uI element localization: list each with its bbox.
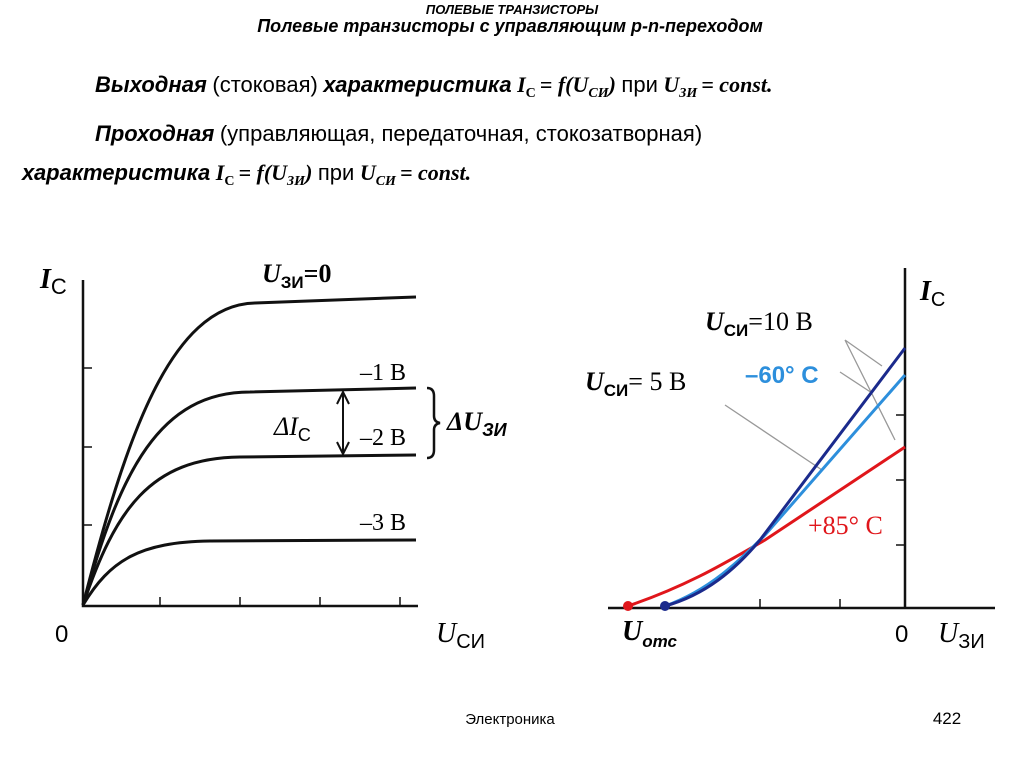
origin-label: 0 <box>895 621 908 648</box>
formula: = const. <box>701 72 772 97</box>
word: при <box>318 160 354 185</box>
formula: ) <box>303 160 312 185</box>
axis-label: I <box>39 264 52 295</box>
curve <box>81 386 417 606</box>
delta-label: ΔI <box>273 412 299 441</box>
curve-label: UСИ=10 В <box>705 307 813 340</box>
page-number: 422 <box>933 709 961 728</box>
term: характеристика <box>21 160 210 185</box>
axis-label: UСИ <box>436 618 485 653</box>
brace <box>426 386 441 460</box>
formula: C <box>224 174 234 189</box>
formula: C <box>526 86 536 101</box>
temp-label: –60° С <box>745 362 819 389</box>
title: Полевые транзисторы с управляющим p-n-пе… <box>257 16 763 36</box>
axis-label: C <box>931 289 945 311</box>
note: (управляющая, передаточная, стокозатворн… <box>220 121 702 146</box>
curve-label: ЗИ <box>281 273 304 292</box>
curve <box>81 295 417 606</box>
axis-label: U <box>938 618 960 649</box>
axes <box>81 280 418 608</box>
output-plot: IC 0 UСИ UЗИ=0 –1 В –2 В –3 В ΔIC ΔUЗИ <box>39 259 508 653</box>
axis-label: отс <box>642 632 677 651</box>
formula: СИ <box>588 86 609 101</box>
curve-label: = 5 В <box>628 367 686 396</box>
temp-label: +85° С <box>808 511 883 540</box>
axis-label: C <box>51 274 67 299</box>
output-definition: Выходная (стоковая) характеристика IC = f… <box>95 72 772 101</box>
delta-label: ΔIC <box>273 412 311 445</box>
curve-label: СИ <box>724 321 749 340</box>
term: характеристика <box>322 72 511 97</box>
term: Проходная <box>95 121 214 146</box>
delta-label: C <box>298 425 311 445</box>
formula: I <box>516 72 527 97</box>
curve <box>81 538 417 606</box>
formula: ) <box>607 72 616 97</box>
formula: ЗИ <box>286 174 306 189</box>
curve-10v <box>664 347 907 608</box>
term: Выходная <box>95 72 207 97</box>
leader-lines <box>724 339 896 471</box>
axis-label: I <box>919 276 932 307</box>
axis-label: СИ <box>456 631 485 653</box>
formula: СИ <box>376 174 397 189</box>
footer-subject: Электроника <box>465 711 555 728</box>
curve-label: U <box>705 307 725 336</box>
arrow-heads <box>336 389 350 457</box>
delta-label: ЗИ <box>482 420 508 440</box>
curve-label: U <box>585 367 605 396</box>
marker <box>623 601 633 611</box>
curve <box>81 453 417 606</box>
note: (стоковая) <box>212 72 317 97</box>
axis-label: U <box>436 618 458 649</box>
axis-label: ЗИ <box>958 631 984 653</box>
topic: ПОЛЕВЫЕ ТРАНЗИСТОРЫ <box>426 2 599 17</box>
delta-label: ΔUЗИ <box>446 407 508 440</box>
formula: ЗИ <box>678 86 698 101</box>
curve-label: UСИ= 5 В <box>585 367 686 400</box>
formula: U <box>663 72 680 97</box>
formula: I <box>215 160 226 185</box>
origin-label: 0 <box>55 621 68 648</box>
transfer-definition: характеристика IC = f(UЗИ) при UСИ = const… <box>21 160 471 189</box>
formula: U <box>360 160 377 185</box>
curve-label: СИ <box>604 381 629 400</box>
delta-label: ΔU <box>446 407 483 436</box>
axis-label: IC <box>39 264 67 299</box>
marker <box>660 601 670 611</box>
axis-label: IC <box>919 276 945 311</box>
curve-label: U <box>262 259 282 288</box>
curve-hot <box>627 445 906 608</box>
transfer-definition: Проходная (управляющая, передаточная, ст… <box>95 121 702 146</box>
curve-label: –1 В <box>359 360 406 386</box>
curve-label: =0 <box>304 259 332 288</box>
formula: = const. <box>400 160 471 185</box>
axes <box>608 268 995 610</box>
curve-label: UЗИ=0 <box>262 259 331 292</box>
curve-label: –2 В <box>359 425 406 451</box>
formula: = f(U <box>540 72 590 97</box>
curve-label: –3 В <box>359 510 406 536</box>
formula: = f(U <box>238 160 288 185</box>
transfer-plot: IC UСИ=10 В UСИ= 5 В –60° С +85° С Uотс … <box>585 268 995 653</box>
axis-label: Uотс <box>622 616 678 651</box>
word: при <box>621 72 657 97</box>
axis-label: U <box>622 616 644 647</box>
curve-label: =10 В <box>748 307 813 336</box>
axis-label: UЗИ <box>938 618 985 653</box>
